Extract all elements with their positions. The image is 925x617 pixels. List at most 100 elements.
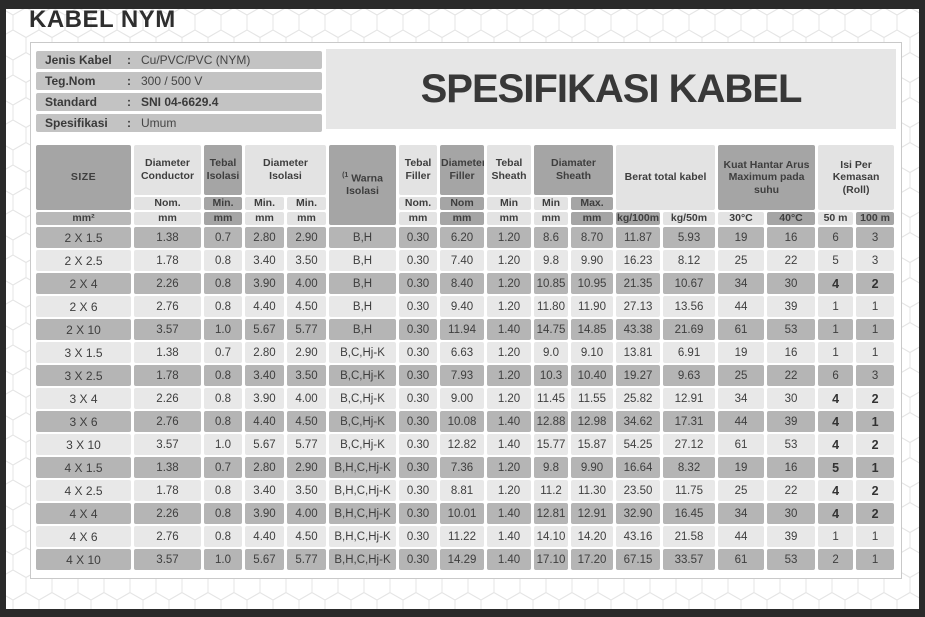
value-cell: 1 (856, 549, 895, 570)
col-header-diameter-isolasi: Diameter Isolasi (245, 145, 327, 195)
value-cell: 44 (718, 411, 765, 432)
info-label: Standard (45, 95, 98, 109)
value-cell: B,H (329, 250, 397, 271)
value-cell: 1.78 (134, 250, 201, 271)
value-cell: 12.91 (663, 388, 716, 409)
value-cell: B,C,Hj-K (329, 342, 397, 363)
value-cell: 12.91 (571, 503, 614, 524)
value-cell: 2.80 (245, 457, 284, 478)
value-cell: 12.81 (534, 503, 569, 524)
value-cell: 25 (718, 480, 765, 501)
spec-title-box: SPESIFIKASI KABEL (326, 49, 896, 129)
value-cell: 39 (767, 526, 816, 547)
value-cell: 11.55 (571, 388, 614, 409)
value-cell: 4.40 (245, 526, 284, 547)
value-cell: 19 (718, 227, 765, 248)
value-cell: 2.80 (245, 227, 284, 248)
value-cell: 5.67 (245, 434, 284, 455)
unit-mm: mm (534, 212, 569, 225)
value-cell: 1.20 (487, 342, 532, 363)
value-cell: 11.90 (571, 296, 614, 317)
table-row: 4 X 6 2.76 0.8 4.40 4.50 B,H,C,Hj-K 0.30 11.22 1… (36, 526, 895, 547)
value-cell: 19 (718, 342, 765, 363)
value-cell: 9.63 (663, 365, 716, 386)
value-cell: 0.30 (399, 273, 438, 294)
value-cell: 15.87 (571, 434, 614, 455)
value-cell: 2.76 (134, 526, 201, 547)
value-cell: 0.30 (399, 503, 438, 524)
value-cell: 0.8 (204, 411, 242, 432)
value-cell: 16 (767, 342, 816, 363)
value-cell: 1.78 (134, 365, 201, 386)
value-cell: 8.32 (663, 457, 716, 478)
value-cell: 61 (718, 319, 765, 340)
info-row-spesifikasi: Spesifikasi : Umum (36, 114, 322, 132)
size-cell: 3 X 2.5 (36, 365, 131, 386)
value-cell: 7.93 (440, 365, 485, 386)
value-cell: 2.90 (287, 457, 327, 478)
value-cell: B,H,C,Hj-K (329, 480, 397, 501)
value-cell: 32.90 (616, 503, 661, 524)
value-cell: 12.82 (440, 434, 485, 455)
value-cell: 4.00 (287, 503, 327, 524)
info-label: Spesifikasi (45, 116, 108, 130)
value-cell: 0.7 (204, 457, 242, 478)
value-cell: 14.85 (571, 319, 614, 340)
value-cell: 2 (856, 273, 895, 294)
info-label: Teg.Nom (45, 74, 96, 88)
value-cell: 0.7 (204, 227, 242, 248)
info-value: SNI 04-6629.4 (141, 95, 219, 109)
value-cell: 1 (856, 411, 895, 432)
value-cell: 1.38 (134, 457, 201, 478)
value-cell: 13.56 (663, 296, 716, 317)
value-cell: 54.25 (616, 434, 661, 455)
value-cell: 11.2 (534, 480, 569, 501)
value-cell: 33.57 (663, 549, 716, 570)
value-cell: 30 (767, 388, 816, 409)
value-cell: 1 (856, 319, 895, 340)
unit-40c: 40°C (767, 212, 816, 225)
unit-50m: 50 m (818, 212, 854, 225)
value-cell: 0.30 (399, 457, 438, 478)
value-cell: 3.57 (134, 434, 201, 455)
value-cell: 3.50 (287, 480, 327, 501)
value-cell: 10.3 (534, 365, 569, 386)
value-cell: 2.90 (287, 227, 327, 248)
value-cell: 11.75 (663, 480, 716, 501)
value-cell: 4.00 (287, 273, 327, 294)
value-cell: 11.30 (571, 480, 614, 501)
value-cell: 2 (856, 503, 895, 524)
value-cell: 9.40 (440, 296, 485, 317)
value-cell: 34 (718, 388, 765, 409)
unit-mm: mm (245, 212, 284, 225)
value-cell: 43.38 (616, 319, 661, 340)
size-cell: 3 X 1.5 (36, 342, 131, 363)
value-cell: 21.35 (616, 273, 661, 294)
value-cell: 2 (856, 434, 895, 455)
value-cell: 3.90 (245, 388, 284, 409)
spec-title: SPESIFIKASI KABEL (420, 66, 803, 111)
value-cell: 1.20 (487, 227, 532, 248)
value-cell: 21.58 (663, 526, 716, 547)
value-cell: 25 (718, 365, 765, 386)
table-row: 4 X 2.5 1.78 0.8 3.40 3.50 B,H,C,Hj-K 0.30 8.81… (36, 480, 895, 501)
size-cell: 4 X 6 (36, 526, 131, 547)
value-cell: 1.20 (487, 296, 532, 317)
unit-mm: mm (440, 212, 485, 225)
subheader-min: Min (487, 197, 532, 210)
value-cell: 7.36 (440, 457, 485, 478)
value-cell: 25.82 (616, 388, 661, 409)
col-header-kuat-hantar: Kuat Hantar Arus Maximum pada suhu (718, 145, 816, 210)
value-cell: 9.10 (571, 342, 614, 363)
table-row: 3 X 6 2.76 0.8 4.40 4.50 B,C,Hj-K 0.30 10.08 1.4… (36, 411, 895, 432)
info-row-standard: Standard : SNI 04-6629.4 (36, 93, 322, 111)
value-cell: 1.0 (204, 434, 242, 455)
value-cell: 2.90 (287, 342, 327, 363)
value-cell: 4.50 (287, 411, 327, 432)
value-cell: 1 (856, 526, 895, 547)
unit-mm: mm (204, 212, 242, 225)
value-cell: 16 (767, 227, 816, 248)
value-cell: 67.15 (616, 549, 661, 570)
value-cell: 1.0 (204, 319, 242, 340)
value-cell: 16.23 (616, 250, 661, 271)
